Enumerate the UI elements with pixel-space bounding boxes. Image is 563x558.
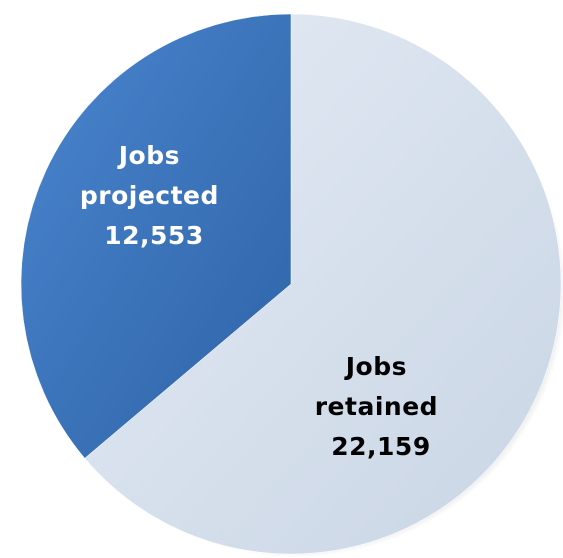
slice-label-projected-line1: Jobs (117, 141, 180, 170)
slice-value-retained: 22,159 (331, 432, 430, 461)
pie-slices (20, 13, 562, 555)
slice-label-projected: Jobs projected 12,553 (80, 141, 228, 250)
slice-label-retained-line2: retained (315, 392, 438, 421)
slice-label-retained-line1: Jobs (344, 352, 407, 381)
slice-jobs-projected (20, 13, 292, 459)
slice-value-projected: 12,553 (104, 221, 203, 250)
slice-jobs-retained (84, 13, 562, 555)
slice-label-retained: Jobs retained 22,159 (315, 352, 448, 461)
slice-label-projected-line2: projected (80, 181, 219, 210)
